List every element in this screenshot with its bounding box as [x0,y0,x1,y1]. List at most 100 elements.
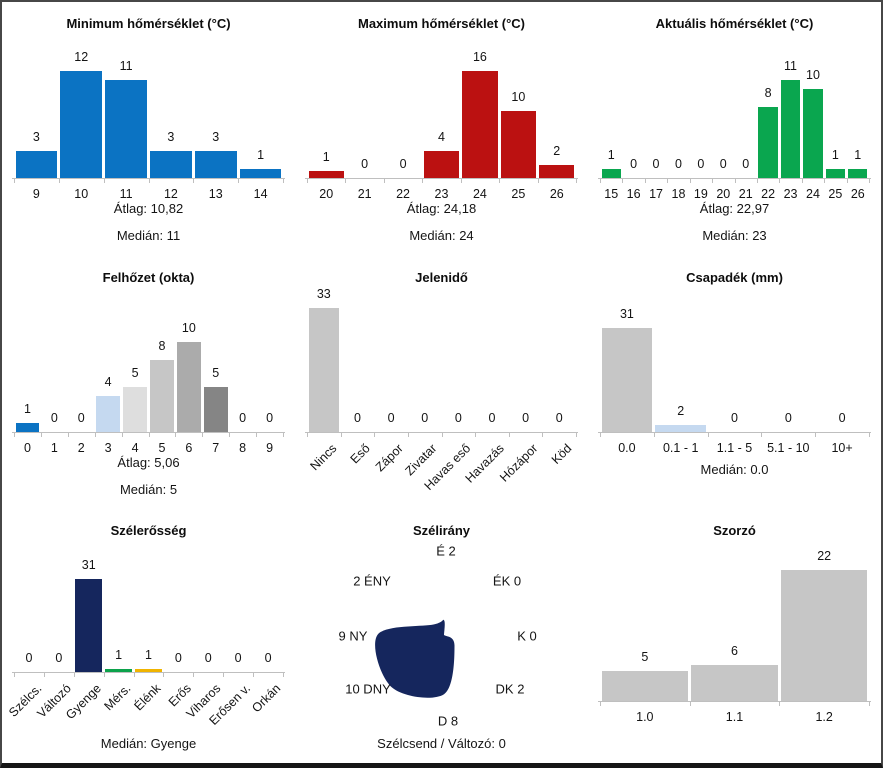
bar-26 [539,165,575,178]
axis-tick [229,432,231,437]
value-label: 0 [784,410,792,425]
panel-minimum-temperature: Minimum hőmérséklet (°C) 3 9 12 10 11 11 3 12 3 1… [2,2,295,256]
value-label: 10 [806,68,820,82]
bar-26 [848,169,868,178]
chart-title-wind-strength: Szélerősség [110,523,187,539]
x-axis [305,178,578,179]
plot-present-weather: 33 Nincs 0 Eső 0 Zápor 0 Zivatar 0 Havas eső 0 Hava… [295,256,588,510]
x-tick-label: 0.0 [618,440,636,455]
value-label: 0 [234,651,242,666]
wind-rose-polygon [375,620,455,699]
stat-line: Átlag: 10,82 [113,201,184,216]
bar-25 [825,169,846,178]
value-label: 0 [522,410,530,425]
panel-wind-strength: Szélerősség 0 Szélcs. 0 Változó 31 Gyenge 1 Mér… [2,509,295,763]
bar-Nincs [308,307,340,432]
axis-tick [103,179,105,183]
bar-4 [123,386,147,432]
axis-tick [779,179,781,183]
axis-tick [707,432,709,437]
bar-14 [239,169,282,178]
axis-tick [407,432,409,437]
x-tick-label: 0 [23,440,31,455]
x-tick-label: 16 [626,187,641,201]
axis-tick [307,432,308,437]
bar-1.1 [691,665,778,702]
axis-tick [576,432,577,437]
direction-label-ÉK: ÉK 0 [492,573,522,589]
value-label: 0 [399,157,407,171]
bar-5 [150,359,174,432]
x-tick-label: Élénk [131,681,164,714]
direction-label-K: K 0 [517,628,537,644]
x-tick-label: Zápor [373,440,407,474]
axis-tick [307,179,308,183]
x-tick-label: 1 [50,440,58,455]
bar-22 [758,107,778,178]
direction-label-NY: 9 NY [338,628,368,644]
axis-tick [133,673,135,678]
plot-wind-direction: É 2 ÉK 0 K 0 DK 2 D 8 10 DNY 9 NY 2 ÉNY Szélcsen… [295,509,588,763]
x-axis [12,178,285,179]
value-label: 1 [145,648,152,663]
bar-20 [308,171,344,178]
value-label: 0 [204,651,212,666]
plot-multiplier: 5 1.0 6 1.1 22 1.2 [588,509,881,763]
value-label: 22 [817,549,832,564]
bar-9 [15,151,58,178]
value-label: 0 [264,651,272,666]
x-tick-label: 25 [511,187,526,201]
axis-tick [644,179,646,183]
chart-title-cloud-cover: Felhőzet (okta) [102,269,195,285]
axis-tick [238,179,240,183]
value-label: 8 [764,86,772,100]
value-label: 11 [784,59,798,73]
x-tick-label: 1.0 [636,710,654,725]
axis-tick [223,673,225,678]
axis-tick [499,179,501,183]
x-tick-label: Eső [347,440,373,467]
axis-tick [846,179,848,183]
x-tick-label: 25 [828,187,843,201]
value-label: 0 [488,410,496,425]
value-label: 31 [619,306,634,321]
x-tick-label: 19 [693,187,708,201]
axis-tick [121,432,123,437]
wind-rose [375,620,455,699]
x-tick-label: 6 [185,440,193,455]
value-label: 8 [158,338,166,353]
axis-tick [689,179,691,183]
x-tick-label: Köd [548,440,575,467]
x-tick-label: 1.2 [815,710,833,725]
direction-label-D: D 8 [437,713,459,729]
value-label: 0 [731,410,738,425]
axis-tick [193,673,195,678]
stat-line: Medián: 0.0 [700,461,769,477]
axis-tick [73,673,75,678]
value-label: 0 [77,410,85,425]
value-label: 0 [361,157,369,171]
chart-title-minimum-temperature: Minimum hőmérséklet (°C) [66,16,231,31]
axis-tick [576,179,577,183]
panel-multiplier: Szorzó 5 1.0 6 1.1 22 1.2 [588,509,881,763]
value-label: 31 [81,558,96,573]
axis-tick [193,179,195,183]
bar-0 [15,422,40,432]
value-label: 0 [239,410,247,425]
x-axis [598,701,871,703]
axis-tick [712,179,714,183]
chart-title-maximum-temperature: Maximum hőmérséklet (°C) [357,16,526,31]
x-tick-label: 20 [716,187,731,201]
bar-Élénk [135,669,162,673]
axis-tick [40,432,42,437]
value-label: 16 [472,50,487,64]
axis-tick [537,179,539,183]
x-tick-label: 1.1 - 5 [716,440,753,455]
x-tick-label: 9 [32,187,40,201]
x-axis [305,431,578,433]
stat-line: Medián: Gyenge [100,736,197,752]
value-label: 0 [454,410,462,425]
stat-line: Medián: 5 [119,481,178,497]
axis-tick [175,432,177,437]
